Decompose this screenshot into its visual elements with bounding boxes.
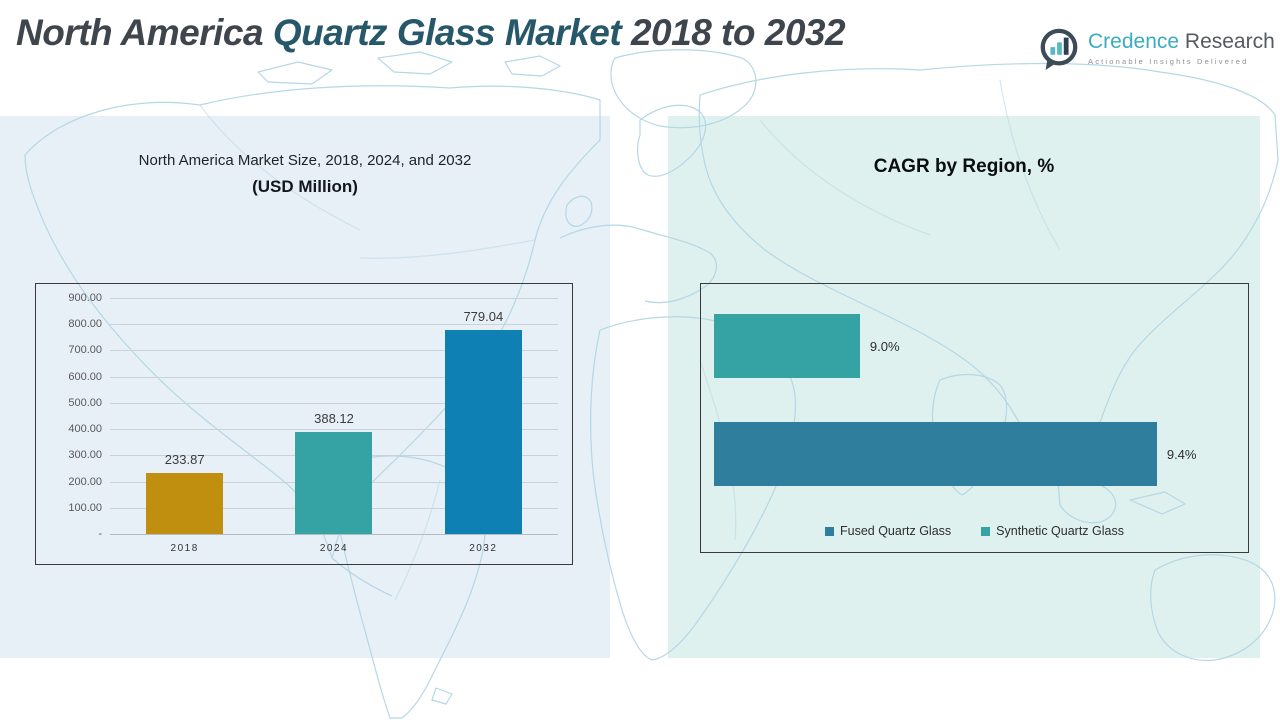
- logo-name-primary: Credence: [1088, 30, 1180, 53]
- cagr-plot-area: 9.0% 9.4%: [714, 284, 1235, 552]
- gridline: [110, 534, 558, 535]
- y-axis-tick: 300.00: [68, 449, 102, 462]
- market-size-chart: 900.00 800.00 700.00 600.00 500.00 400.00 300.…: [35, 283, 573, 565]
- logo-name: Credence Research: [1088, 30, 1275, 54]
- cagr-chart: 9.0% 9.4% Fused Quartz Glass Synthetic Qua…: [700, 283, 1249, 553]
- header: North America Quartz Glass Market 2018 t…: [0, 0, 1280, 95]
- y-axis-tick: 600.00: [68, 370, 102, 383]
- bar-slot-2024: 388.12: [259, 298, 408, 534]
- bar-value-label-2032: 779.04: [463, 308, 504, 324]
- cagr-content: CAGR by Region, % 9.0% 9.4% Fused Quartz …: [668, 116, 1260, 658]
- market-size-title-line1: North America Market Size, 2018, 2024, a…: [138, 152, 472, 169]
- bar-2018: [146, 472, 224, 534]
- logo-name-secondary: Research: [1179, 30, 1275, 53]
- cagr-chart-title: CAGR by Region, %: [873, 156, 1055, 177]
- cagr-bar-label-fused-quartz-glass: 9.4%: [1166, 446, 1197, 462]
- title-highlight: Quartz Glass Market: [272, 12, 622, 53]
- legend-item-synthetic-quartz-glass: Synthetic Quartz Glass: [981, 524, 1124, 538]
- logo-text: Credence Research Actionable Insights De…: [1088, 28, 1275, 66]
- y-axis-tick: 800.00: [68, 318, 102, 331]
- x-axis-label-2018: 2018: [170, 543, 199, 554]
- bar-value-label-2018: 233.87: [164, 451, 205, 467]
- market-size-chart-title: North America Market Size, 2018, 2024, a…: [0, 152, 610, 197]
- y-axis-tick: 900.00: [68, 292, 102, 304]
- legend-item-fused-quartz-glass: Fused Quartz Glass: [825, 524, 951, 538]
- bar-2032: [444, 329, 522, 534]
- y-axis-tick: -: [98, 528, 102, 540]
- cagr-bar-label-synthetic-quartz-glass: 9.0%: [869, 338, 900, 354]
- page-title: North America Quartz Glass Market 2018 t…: [16, 12, 846, 54]
- y-axis-tick: 200.00: [68, 475, 102, 488]
- bar-value-label-2024: 388.12: [314, 411, 354, 427]
- cagr-legend: Fused Quartz Glass Synthetic Quartz Glass: [701, 524, 1248, 538]
- bar-slot-2032: 779.04: [409, 298, 558, 534]
- cagr-bar-fused-quartz-glass: [714, 422, 1157, 486]
- cagr-row-synthetic-quartz-glass: 9.0%: [714, 314, 1235, 378]
- y-axis-tick: 100.00: [68, 501, 102, 514]
- x-axis-label-2024: 2024: [319, 543, 349, 554]
- market-size-x-axis: 2018 2024 2032: [110, 543, 558, 559]
- legend-label-synthetic-quartz-glass: Synthetic Quartz Glass: [996, 524, 1124, 538]
- y-axis-tick: 400.00: [68, 423, 102, 436]
- market-size-content: North America Market Size, 2018, 2024, a…: [0, 116, 610, 658]
- x-axis-label-2032: 2032: [469, 543, 498, 554]
- bar-2024: [295, 432, 373, 534]
- title-prefix: North America: [16, 12, 273, 53]
- market-size-plot-area: 900.00 800.00 700.00 600.00 500.00 400.00 300.…: [68, 292, 558, 540]
- bar-slot-2018: 233.87: [110, 298, 259, 534]
- legend-swatch-synthetic-quartz-glass: [981, 526, 991, 536]
- y-axis-tick: 700.00: [68, 344, 102, 357]
- bar-slots: 233.87 388.12 779.04: [110, 298, 558, 534]
- credence-logo: Credence Research Actionable Insights De…: [1038, 28, 1275, 72]
- logo-tagline: Actionable Insights Delivered: [1088, 57, 1249, 66]
- legend-label-fused-quartz-glass: Fused Quartz Glass: [840, 524, 952, 538]
- title-suffix: 2018 to 2032: [621, 12, 846, 53]
- legend-swatch-fused-quartz-glass: [825, 526, 834, 536]
- y-axis-tick: 500.00: [68, 396, 102, 409]
- cagr-row-fused-quartz-glass: 9.4%: [714, 422, 1235, 486]
- market-size-title-line2: (USD Million): [252, 177, 358, 196]
- credence-logo-icon: [1040, 28, 1078, 71]
- cagr-bar-synthetic-quartz-glass: [714, 314, 860, 378]
